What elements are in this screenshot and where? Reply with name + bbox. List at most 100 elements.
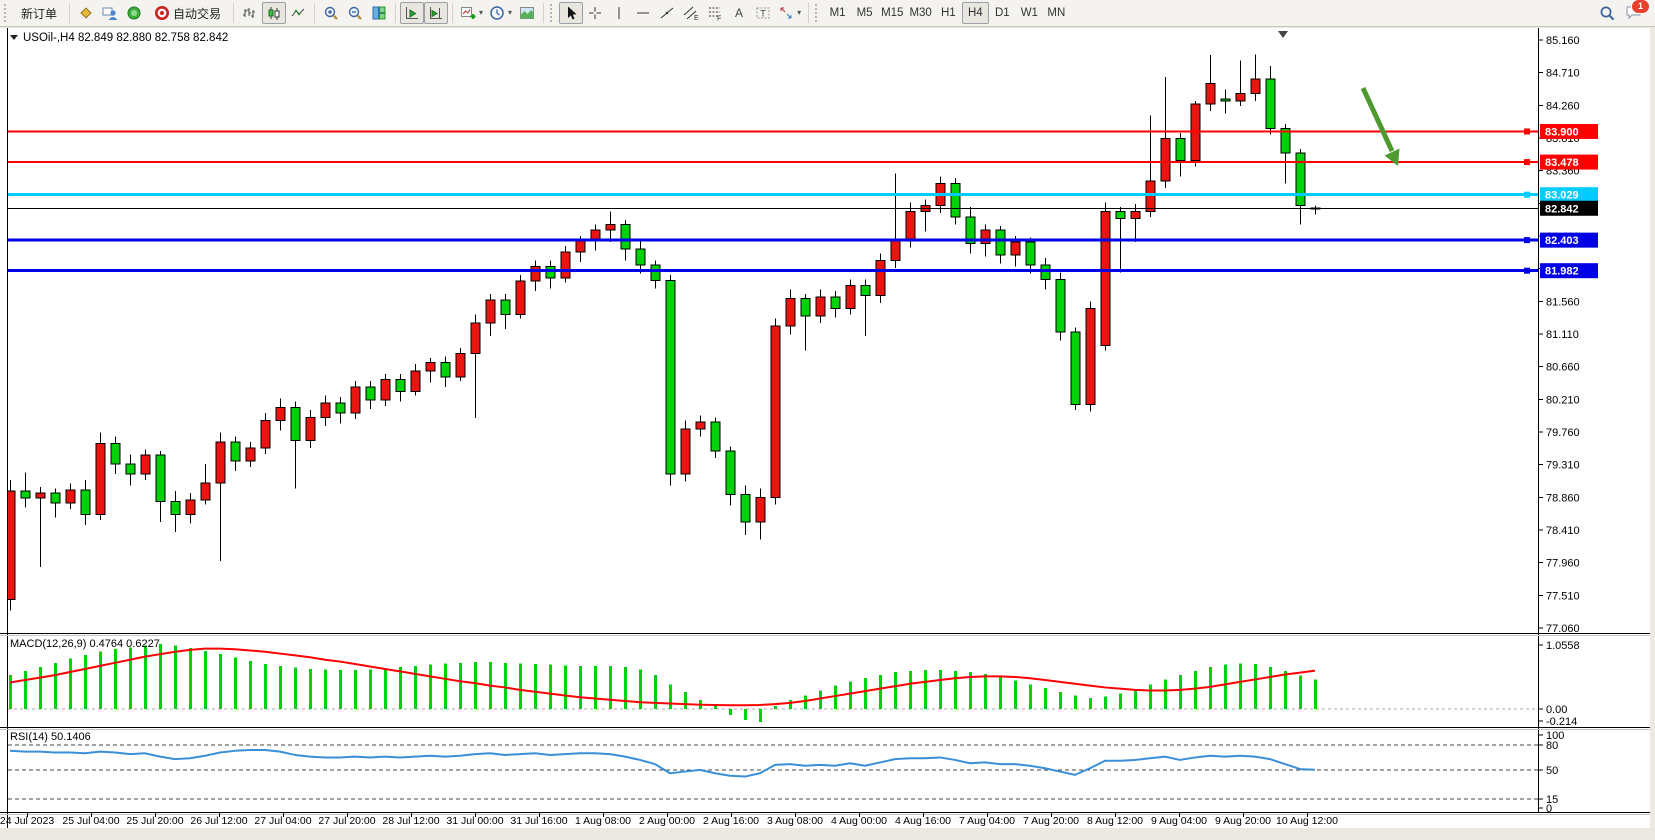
zoom-out-button[interactable] <box>343 2 367 24</box>
timeframe-h4-button[interactable]: H4 <box>961 2 989 24</box>
chart-window[interactable]: USOil-,H4 82.849 82.880 82.758 82.842 MAC… <box>0 28 1655 835</box>
timeframe-w1-button[interactable]: W1 <box>1016 2 1043 24</box>
level-handle[interactable] <box>1524 267 1530 274</box>
candlestick-chart-button[interactable] <box>262 2 287 24</box>
timeframe-m5-button[interactable]: M5 <box>851 2 878 24</box>
candle <box>725 450 736 495</box>
level-handle[interactable] <box>1524 128 1530 135</box>
candle <box>65 489 76 504</box>
chart-properties-button[interactable] <box>515 2 539 24</box>
navigator-button[interactable] <box>122 2 146 24</box>
time-axis[interactable]: 24 Jul 2023 25 Jul 04:00 25 Jul 20:00 26 Ju… <box>0 812 1338 827</box>
timeframe-m15-button[interactable]: M15 <box>878 2 906 24</box>
candle <box>785 297 796 327</box>
timeframe-d1-button[interactable]: D1 <box>989 2 1016 24</box>
search-button[interactable] <box>1595 2 1619 24</box>
candle <box>1010 241 1021 256</box>
price-tick-label: 85.160 <box>1546 35 1580 47</box>
search-icon <box>1599 5 1616 22</box>
svg-text:F: F <box>717 16 721 22</box>
candle <box>125 463 136 475</box>
dropdown-caret-icon: ▾ <box>797 8 802 17</box>
horizontal-line-button[interactable] <box>631 2 655 24</box>
arrow-annotation[interactable] <box>1360 86 1400 166</box>
candlestick-chart-icon <box>266 5 282 21</box>
level-handle[interactable] <box>1524 191 1530 198</box>
svg-text:80: 80 <box>1546 740 1558 752</box>
notifications-button[interactable]: 1 <box>1625 0 1650 23</box>
new-chart-button[interactable]: ▾ <box>457 2 486 24</box>
chart-shift-icon <box>428 5 444 21</box>
cursor-icon <box>563 5 579 21</box>
candle <box>740 493 751 523</box>
time-tick-label: 4 Aug 16:00 <box>895 815 951 827</box>
profiles-button[interactable]: ▾ <box>486 2 515 24</box>
candle <box>1055 279 1066 333</box>
trendline-button[interactable] <box>655 2 679 24</box>
auto-trading-button[interactable]: 自动交易 <box>146 2 229 24</box>
timeframe-h1-button[interactable]: H1 <box>935 2 962 24</box>
collapse-arrow-icon[interactable] <box>10 35 18 40</box>
fibonacci-button[interactable]: F <box>703 2 727 24</box>
shift-marker-icon[interactable] <box>1278 31 1288 38</box>
equidistant-channel-icon: E <box>683 5 699 21</box>
time-tick-label: 25 Jul 20:00 <box>126 815 183 827</box>
line-chart-button[interactable] <box>286 2 310 24</box>
candle <box>170 501 181 516</box>
equidistant-channel-button[interactable]: E <box>679 2 703 24</box>
candle <box>20 490 31 499</box>
level-handle[interactable] <box>1524 237 1530 244</box>
candle <box>485 299 496 324</box>
zoom-in-button[interactable] <box>319 2 343 24</box>
time-tick-label: 10 Aug 12:00 <box>1276 815 1338 827</box>
bar-chart-button[interactable] <box>238 2 262 24</box>
market-watch-button[interactable] <box>74 2 98 24</box>
svg-text:0: 0 <box>1546 803 1552 815</box>
toolbar-grip[interactable] <box>550 4 555 22</box>
crosshair-button[interactable] <box>583 2 607 24</box>
toolbar-separator <box>233 3 235 23</box>
level-handle[interactable] <box>1524 159 1530 166</box>
candle <box>1025 241 1036 266</box>
tile-windows-button[interactable] <box>367 2 391 24</box>
candle <box>755 496 766 523</box>
chart-shift-button[interactable] <box>424 2 449 24</box>
candle <box>1295 152 1306 207</box>
text-label-button[interactable]: T <box>751 2 775 24</box>
toolbar-grip[interactable] <box>815 4 820 22</box>
candle <box>635 248 646 266</box>
candle <box>995 229 1006 256</box>
chart-canvas[interactable]: USOil-,H4 82.849 82.880 82.758 82.842 MAC… <box>0 28 1655 835</box>
timeframe-m1-button[interactable]: M1 <box>824 2 851 24</box>
profiles-icon <box>489 5 505 21</box>
svg-text:100: 100 <box>1546 730 1564 742</box>
svg-text:E: E <box>694 15 699 21</box>
svg-text:83.900: 83.900 <box>1545 126 1579 138</box>
text-button[interactable]: A <box>727 2 751 24</box>
new-chart-icon <box>460 5 476 21</box>
chart-type-group <box>238 2 310 24</box>
candle <box>1280 128 1291 154</box>
toolbar-separator <box>395 3 397 23</box>
data-window-button[interactable] <box>98 2 122 24</box>
new-order-button[interactable]: 新订单 <box>13 2 65 24</box>
toolbar-grip[interactable] <box>4 4 9 22</box>
candle <box>710 421 721 452</box>
toolbar-separator <box>314 3 316 23</box>
candle <box>500 299 511 315</box>
timeframe-mn-button[interactable]: MN <box>1043 2 1070 24</box>
auto-trading-label: 自动交易 <box>173 6 222 21</box>
cursor-button[interactable] <box>559 2 584 24</box>
candle <box>1040 264 1051 281</box>
price-tick-label: 78.860 <box>1546 492 1580 504</box>
timeframe-m30-button[interactable]: M30 <box>906 2 934 24</box>
candle <box>1235 93 1246 102</box>
vertical-line-button[interactable] <box>607 2 631 24</box>
auto-scroll-button[interactable] <box>400 2 425 24</box>
arrows-button[interactable]: ▾ <box>775 2 804 24</box>
candle <box>515 280 526 315</box>
dropdown-caret-icon: ▾ <box>508 8 513 17</box>
time-tick-label: 3 Aug 08:00 <box>767 815 823 827</box>
candle <box>185 499 196 516</box>
svg-text:82.842: 82.842 <box>1545 203 1579 215</box>
